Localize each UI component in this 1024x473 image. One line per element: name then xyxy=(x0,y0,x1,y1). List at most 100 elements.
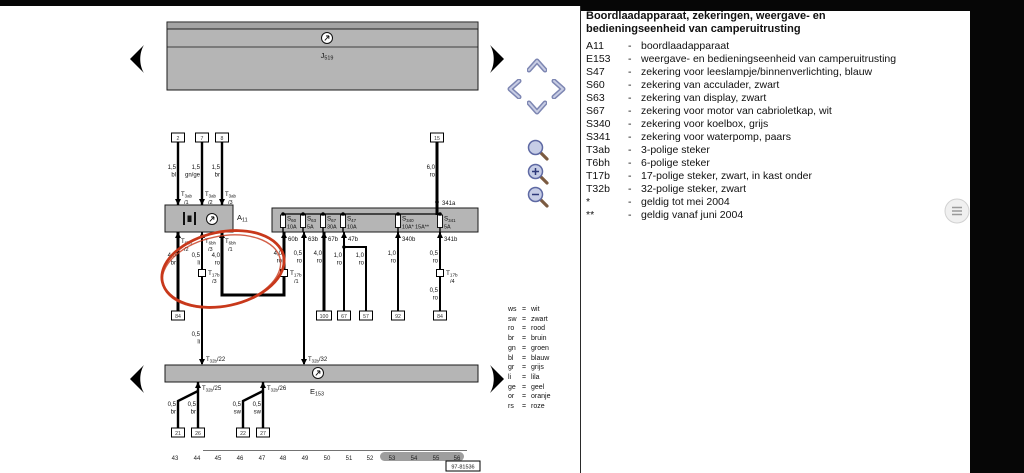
svg-text:2: 2 xyxy=(177,136,180,142)
svg-text:/2: /2 xyxy=(208,200,213,206)
legend-item: S340- zekering voor koelbox, grijs xyxy=(586,118,769,130)
legend-items: A11- boordlaadapparaat E153- weergave- en b… xyxy=(586,40,964,222)
svg-text:/1: /1 xyxy=(228,247,233,253)
svg-text:1,0: 1,0 xyxy=(334,253,343,259)
zoom-reset-button[interactable] xyxy=(526,138,550,162)
letterbox-right xyxy=(970,0,1024,473)
track-number: 56 xyxy=(454,456,461,462)
track-number: 48 xyxy=(280,456,287,462)
svg-text:br: br xyxy=(171,410,176,416)
track-number: 49 xyxy=(302,456,309,462)
terminal-box xyxy=(191,427,205,438)
svg-text:100: 100 xyxy=(320,314,329,320)
wire-label: 0,5 li xyxy=(192,253,201,267)
svg-text:27: 27 xyxy=(260,431,266,437)
legend-item: S63- zekering van display, zwart xyxy=(586,92,767,104)
svg-text:4,0: 4,0 xyxy=(314,251,323,257)
svg-text:/2: /2 xyxy=(184,247,189,253)
terminal-box xyxy=(171,132,185,143)
connector-arrow xyxy=(195,382,201,388)
color-code-row: or = oranje xyxy=(508,393,551,401)
terminal-box xyxy=(430,132,444,143)
svg-text:A11: A11 xyxy=(237,213,248,224)
svg-text:/3: /3 xyxy=(212,279,217,285)
svg-text:T32b/22: T32b/22 xyxy=(206,357,226,364)
menu-fab-button[interactable] xyxy=(944,198,971,225)
svg-text:li: li xyxy=(197,340,200,346)
svg-text:/1: /1 xyxy=(294,279,299,285)
menu-icon xyxy=(952,206,962,216)
inline-connector xyxy=(198,269,206,277)
wire-label: 0,5 br xyxy=(188,402,197,416)
svg-text:30A: 30A xyxy=(327,225,337,231)
color-code-row: gn = groen xyxy=(508,344,549,352)
svg-text:ro: ro xyxy=(297,259,303,265)
scroll-thumb[interactable] xyxy=(380,452,464,461)
junction-dot xyxy=(438,212,442,216)
pan-up-icon xyxy=(528,60,546,71)
a11-box xyxy=(164,204,234,233)
track-number: 52 xyxy=(367,456,374,462)
pan-right-button[interactable] xyxy=(551,79,566,99)
page-back-top-button[interactable] xyxy=(128,44,146,74)
svg-text:br: br xyxy=(215,173,220,179)
pan-left-button[interactable] xyxy=(507,79,522,99)
color-code-row: rs = roze xyxy=(508,403,545,411)
svg-text:341b: 341b xyxy=(444,237,458,243)
track-number: 44 xyxy=(194,456,201,462)
legend-item: T17b -17-polige steker, zwart, in kast on… xyxy=(586,170,813,182)
j519-busbar xyxy=(166,21,479,91)
svg-text:67b: 67b xyxy=(328,237,339,243)
svg-text:T32b/32: T32b/32 xyxy=(308,357,328,364)
terminal-box xyxy=(433,310,447,321)
page-forward-top-button[interactable] xyxy=(488,44,506,74)
svg-text:/3: /3 xyxy=(228,200,233,206)
svg-text:10A* 15A**: 10A* 15A** xyxy=(402,225,430,231)
svg-text:S67: S67 xyxy=(327,216,337,224)
svg-text:1,5: 1,5 xyxy=(192,165,201,171)
pan-down-button[interactable] xyxy=(527,100,547,115)
wire-label: 0,5 br xyxy=(168,402,177,416)
terminal-box xyxy=(215,132,229,143)
zoom-out-button[interactable] xyxy=(526,185,550,209)
wire xyxy=(241,389,264,428)
page-back-bottom-button[interactable] xyxy=(128,364,146,394)
red-annotation-circle xyxy=(160,229,286,309)
legend-item: E153- weergave- en bedieningseenheid van … xyxy=(586,53,897,65)
track-number: 47 xyxy=(259,456,266,462)
svg-text:ro: ro xyxy=(433,296,439,302)
pan-up-button[interactable] xyxy=(527,58,547,73)
svg-text:ro: ro xyxy=(337,261,343,267)
svg-text:sw: sw xyxy=(234,410,242,416)
svg-text:T6bh: T6bh xyxy=(205,239,216,246)
svg-text:0,5: 0,5 xyxy=(233,402,242,408)
fuse-symbol xyxy=(340,214,346,228)
page-forward-bottom-button[interactable] xyxy=(488,364,506,394)
page-forward-icon xyxy=(490,365,504,393)
legend-item: S67- zekering voor motor van cabrioletkap… xyxy=(586,105,832,117)
junction-dot xyxy=(281,212,285,216)
svg-text:S63: S63 xyxy=(307,216,317,224)
legend-item: * - geldig tot mei 2004 xyxy=(586,196,730,208)
terminal-box xyxy=(337,310,351,321)
page-back-icon xyxy=(130,45,144,73)
svg-text:7: 7 xyxy=(201,136,204,142)
wire-label: 1,0 ro xyxy=(334,253,343,267)
wire-label: 0,5 sw xyxy=(253,402,262,416)
svg-text:T3ab: T3ab xyxy=(225,192,236,199)
color-code-row: ws = wit xyxy=(508,306,540,313)
svg-text:T17b: T17b xyxy=(208,270,220,278)
fuse-symbol xyxy=(320,214,326,228)
legend-item: A11- boordlaadapparaat xyxy=(586,40,730,52)
color-code-row: ro = rood xyxy=(508,325,546,333)
svg-text:ro: ro xyxy=(215,261,221,267)
zoom-in-button[interactable] xyxy=(526,162,550,186)
svg-text:ro: ro xyxy=(317,259,323,265)
svg-text:1,5: 1,5 xyxy=(168,165,177,171)
svg-text:sw: sw xyxy=(254,410,262,416)
wire-label: 4,0 ro xyxy=(212,253,221,267)
svg-text:T17b: T17b xyxy=(290,270,302,278)
svg-text:6,0: 6,0 xyxy=(427,165,436,171)
wire-label: 0,5 sw xyxy=(233,402,242,416)
